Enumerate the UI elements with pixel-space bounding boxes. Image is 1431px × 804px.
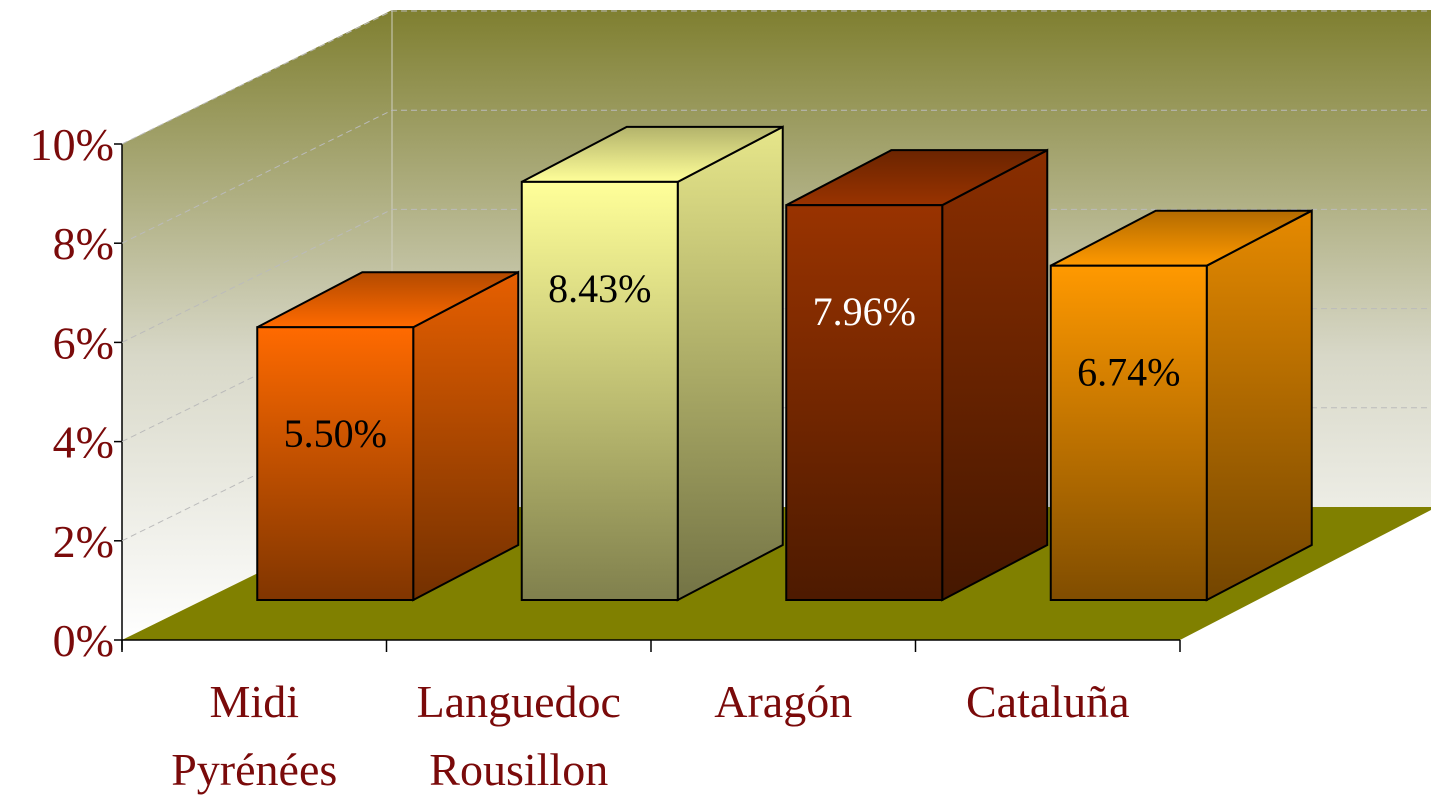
value-label: 8.43%: [548, 266, 651, 311]
y-tick-label: 2%: [53, 516, 114, 567]
bar: [785, 204, 944, 602]
bar-side: [412, 270, 520, 602]
x-tick-label: Aragón: [714, 676, 853, 727]
bar: [1049, 264, 1208, 601]
value-label: 6.74%: [1077, 350, 1180, 395]
y-tick-label: 4%: [53, 417, 114, 468]
bar: [256, 326, 415, 601]
x-tick-label: Cataluña: [966, 676, 1130, 727]
grid-line: [121, 208, 1431, 343]
bar: [520, 180, 679, 601]
bar-side: [941, 148, 1049, 602]
bar-side: [1205, 209, 1313, 602]
y-tick-label: 8%: [53, 218, 114, 269]
value-label: 7.96%: [813, 289, 916, 334]
bar-side: [676, 125, 784, 602]
y-tick-label: 0%: [53, 615, 114, 666]
grid-line: [121, 109, 1431, 244]
grid-line: [121, 10, 1431, 145]
y-tick-label: 10%: [30, 119, 114, 170]
y-tick-label: 6%: [53, 317, 114, 368]
x-tick-label: Languedoc Rousillon: [416, 676, 621, 795]
x-tick-label: Midi Pyrénées: [171, 676, 338, 795]
value-label: 5.50%: [284, 411, 387, 456]
